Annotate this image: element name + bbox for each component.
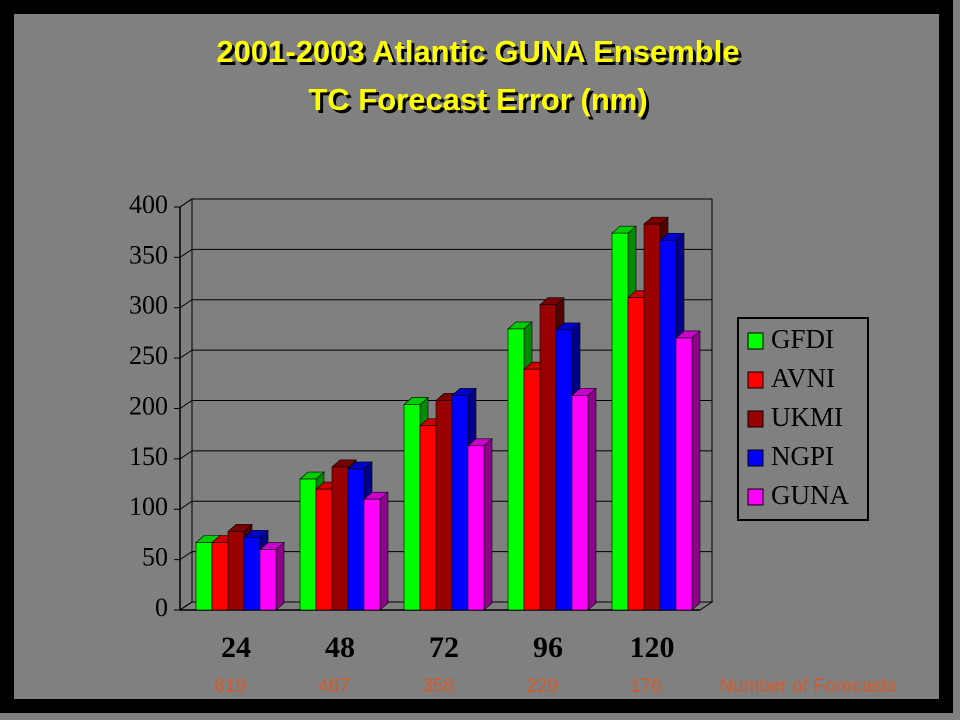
y-tick-label: 250 (129, 341, 168, 370)
y-tick-label: 50 (142, 543, 168, 572)
bar-front (211, 542, 229, 611)
bar-front (643, 223, 661, 611)
legend-label: GFDI (771, 324, 834, 354)
bar-front (507, 328, 525, 611)
legend-swatch (747, 410, 764, 428)
legend-swatch (747, 449, 764, 467)
y-tick-label: 350 (129, 240, 168, 269)
bar-front (331, 466, 349, 611)
x-tick-label: 120 (630, 631, 675, 664)
chart-subtitle: TC Forecast Error (nm) (308, 82, 647, 117)
y-tick-label: 100 (129, 492, 168, 521)
bar-front (523, 368, 541, 611)
x-tick-label: 24 (221, 631, 251, 664)
legend-label: UKMI (771, 402, 843, 432)
bar-side (275, 541, 285, 611)
legend-label: AVNI (771, 363, 835, 393)
x-tick-label: 72 (429, 631, 459, 664)
bar-side (379, 491, 389, 611)
bar-side (587, 387, 597, 611)
chart-title: 2001-2003 Atlantic GUNA Ensemble (216, 34, 739, 69)
grid-line (179, 248, 712, 258)
forecast-count: 467 (318, 676, 350, 697)
legend-label: GUNA (771, 480, 849, 510)
bar-front (467, 445, 485, 611)
bar-front (315, 488, 333, 611)
legend-swatch (747, 488, 764, 506)
x-tick-label: 96 (533, 631, 563, 664)
bar (675, 330, 701, 611)
x-tick-label: 48 (325, 631, 355, 664)
bar-front (451, 395, 469, 611)
forecast-count: 176 (630, 676, 662, 697)
forecast-count: 619 (214, 676, 246, 697)
grid-line (179, 299, 712, 309)
y-tick-label: 200 (129, 391, 168, 420)
bar-front (243, 537, 261, 611)
bar-front (555, 329, 573, 611)
bar-front (435, 400, 453, 611)
y-tick-label: 300 (129, 291, 168, 320)
y-tick-label: 0 (155, 593, 168, 622)
bar-front (195, 542, 213, 611)
forecast-count-label: Number of Forecasts (719, 676, 896, 697)
bar-front (227, 531, 245, 611)
legend-swatch (747, 332, 764, 350)
bar-side (691, 330, 701, 611)
bar-front (659, 239, 677, 611)
bar (259, 541, 285, 611)
legend-label: NGPI (771, 441, 834, 471)
bar-front (403, 404, 421, 611)
bar-front (363, 498, 381, 611)
bar (571, 387, 597, 611)
bar-front (419, 425, 437, 611)
y-tick-label: 400 (129, 190, 168, 219)
bar-front (299, 478, 317, 611)
bar-front (347, 468, 365, 611)
bar-front (259, 549, 277, 611)
bar-side (483, 438, 493, 611)
bar (363, 491, 389, 611)
bar-front (675, 337, 693, 611)
y-tick-label: 150 (129, 442, 168, 471)
legend-swatch (747, 371, 764, 389)
bar-front (611, 232, 629, 611)
bar (467, 438, 493, 611)
forecast-count: 358 (422, 676, 454, 697)
bar-front (627, 297, 645, 611)
grid-line (179, 198, 712, 208)
bar-front (571, 395, 589, 611)
bar-front (539, 304, 557, 611)
grid-line (179, 349, 712, 359)
forecast-count: 229 (526, 676, 558, 697)
